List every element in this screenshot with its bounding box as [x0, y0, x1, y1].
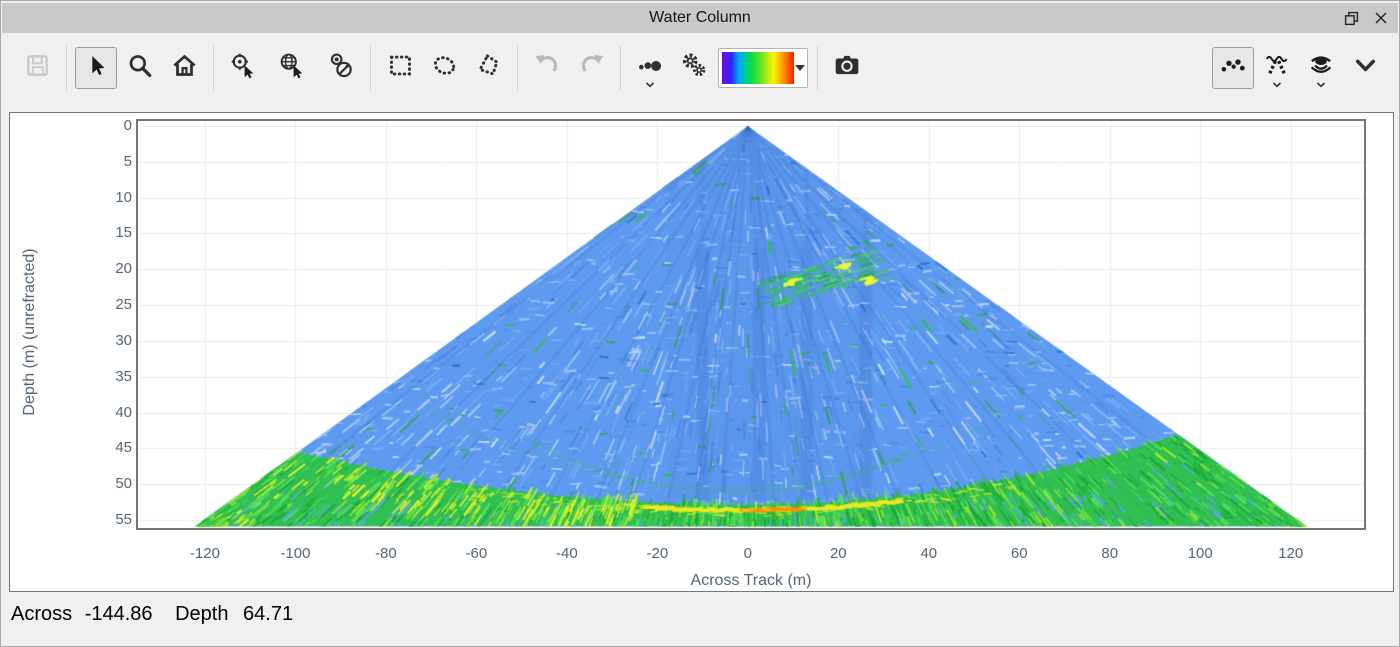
- chevron-down-icon: [795, 65, 805, 71]
- toolbar-separator: [66, 46, 67, 90]
- dashed-rectangle-icon: [387, 52, 414, 84]
- toolbar: [1, 32, 1399, 104]
- y-tick-label: 15: [115, 224, 132, 242]
- x-tick-label: -40: [556, 545, 578, 562]
- settings-button[interactable]: [673, 47, 715, 89]
- redo-button[interactable]: [570, 47, 612, 89]
- chevron-down-icon: [1272, 82, 1282, 88]
- select-cursor-button[interactable]: [75, 47, 117, 89]
- toolbar-separator: [213, 46, 214, 90]
- chevron-down-icon: [1352, 52, 1379, 84]
- colormap-button[interactable]: [718, 48, 808, 88]
- save-icon: [24, 52, 51, 84]
- close-icon[interactable]: [1370, 7, 1392, 29]
- dashed-polygon-icon: [475, 52, 502, 84]
- water-column-plot-panel: 0 5 10 15 20 25 30 35 40 45 50 55 -120 -100 -80 -60 -40…: [9, 112, 1394, 592]
- titlebar-controls: [1340, 3, 1392, 33]
- cursor-icon: [84, 53, 109, 83]
- x-tick-label: 0: [743, 545, 752, 562]
- y-tick-label: 25: [115, 296, 132, 314]
- plot-axes: [136, 119, 1366, 530]
- camera-icon: [833, 52, 861, 85]
- toolbar-right-group: [1211, 47, 1387, 89]
- y-tick-label: 35: [115, 367, 132, 385]
- select-ellipse-button[interactable]: [423, 47, 465, 89]
- across-label: Across: [11, 603, 73, 625]
- save-button[interactable]: [16, 47, 58, 89]
- point-size-icon: [637, 55, 663, 82]
- y-tick-label: 45: [115, 439, 132, 457]
- globe-cursor-icon: [278, 52, 306, 85]
- fan-view-button[interactable]: [1300, 47, 1342, 89]
- point-display-button[interactable]: [629, 47, 671, 89]
- x-tick-label: 40: [920, 545, 938, 562]
- y-tick-label: 20: [115, 260, 132, 278]
- x-axis-title: Across Track (m): [690, 572, 812, 589]
- select-polygon-button[interactable]: [467, 47, 509, 89]
- titlebar[interactable]: Water Column: [2, 3, 1398, 33]
- x-tick-label: -100: [280, 545, 311, 562]
- dashed-ellipse-icon: [431, 52, 458, 84]
- beam-stack-view-button[interactable]: [1256, 47, 1298, 89]
- gears-icon: [680, 52, 708, 85]
- radius-pick-icon: [327, 52, 355, 85]
- zoom-button[interactable]: [119, 47, 161, 89]
- across-value: -144.86: [84, 603, 153, 625]
- beam-stack-icon: [1263, 52, 1291, 85]
- x-tick-label: -20: [646, 545, 669, 562]
- chevron-down-icon: [645, 82, 655, 88]
- undo-button[interactable]: [526, 47, 568, 89]
- y-tick-label: 40: [115, 403, 132, 421]
- y-tick-label: 0: [123, 117, 132, 135]
- scatter-points-icon: [1220, 53, 1246, 84]
- y-tick-label: 5: [123, 152, 132, 170]
- undo-icon: [534, 52, 561, 84]
- colormap-gradient: [722, 52, 794, 84]
- pick-geographic-button[interactable]: [271, 47, 313, 89]
- x-tick-label: 120: [1278, 545, 1304, 562]
- collapse-toolbar-button[interactable]: [1344, 47, 1386, 89]
- float-window-icon[interactable]: [1340, 7, 1362, 29]
- x-tick-label: 60: [1010, 545, 1028, 562]
- cursor-position-readout: Across -144.86 Depth 64.71: [11, 603, 293, 626]
- pick-radius-button[interactable]: [320, 47, 362, 89]
- depth-value: 64.71: [243, 603, 294, 625]
- redo-icon: [578, 52, 605, 84]
- chevron-down-icon: [1316, 82, 1326, 88]
- toolbar-separator: [370, 46, 371, 90]
- toolbar-separator: [517, 46, 518, 90]
- y-tick-label: 55: [115, 511, 132, 529]
- y-tick-label: 10: [115, 188, 132, 206]
- x-tick-label: -80: [375, 545, 397, 562]
- y-axis-title: Depth (m) (unrefracted): [21, 248, 38, 416]
- toolbar-separator: [817, 46, 818, 90]
- depth-label: Depth: [175, 603, 229, 625]
- fan-arcs-icon: [1307, 52, 1335, 85]
- pick-target-button[interactable]: [222, 47, 264, 89]
- y-tick-label: 50: [115, 475, 132, 493]
- window-title: Water Column: [649, 9, 751, 26]
- home-button[interactable]: [163, 47, 205, 89]
- select-rectangle-button[interactable]: [379, 47, 421, 89]
- home-icon: [171, 52, 198, 84]
- water-column-canvas[interactable]: [138, 121, 1364, 528]
- toolbar-separator: [620, 46, 621, 90]
- points-view-button[interactable]: [1212, 47, 1254, 89]
- x-tick-label: -60: [465, 545, 488, 562]
- magnifier-icon: [127, 53, 153, 84]
- x-tick-label: -120: [189, 545, 220, 562]
- y-tick-label: 30: [115, 331, 132, 349]
- snapshot-button[interactable]: [826, 47, 868, 89]
- x-tick-label: 20: [829, 545, 847, 562]
- x-tick-label: 80: [1101, 545, 1119, 562]
- x-tick-label: 100: [1187, 545, 1213, 562]
- target-cursor-icon: [229, 52, 257, 85]
